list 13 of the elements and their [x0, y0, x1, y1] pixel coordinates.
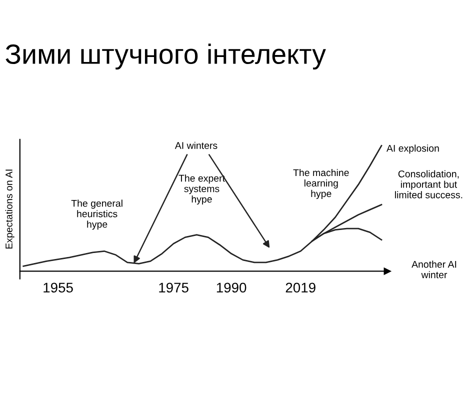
- annotation: AI explosion: [386, 144, 439, 154]
- y-axis-title: Expectations on AI: [5, 170, 14, 249]
- series-label: Consolidation, important but limited success.: [395, 170, 462, 198]
- annotation: The machine learning hype: [293, 168, 349, 199]
- x-tick-label: 2019: [286, 282, 316, 293]
- x-tick-label: 1975: [159, 282, 188, 293]
- x-tick-label: 1955: [44, 282, 73, 293]
- text: Another AI winter: [412, 260, 456, 278]
- annotation: AI winters: [174, 142, 218, 149]
- x-tick-label: 1990: [216, 282, 246, 293]
- chart-title: Зими штучного інтелекту: [6, 44, 326, 70]
- annotation: The general heuristics hype: [71, 200, 122, 230]
- annotation: The expert systems hype: [178, 174, 225, 205]
